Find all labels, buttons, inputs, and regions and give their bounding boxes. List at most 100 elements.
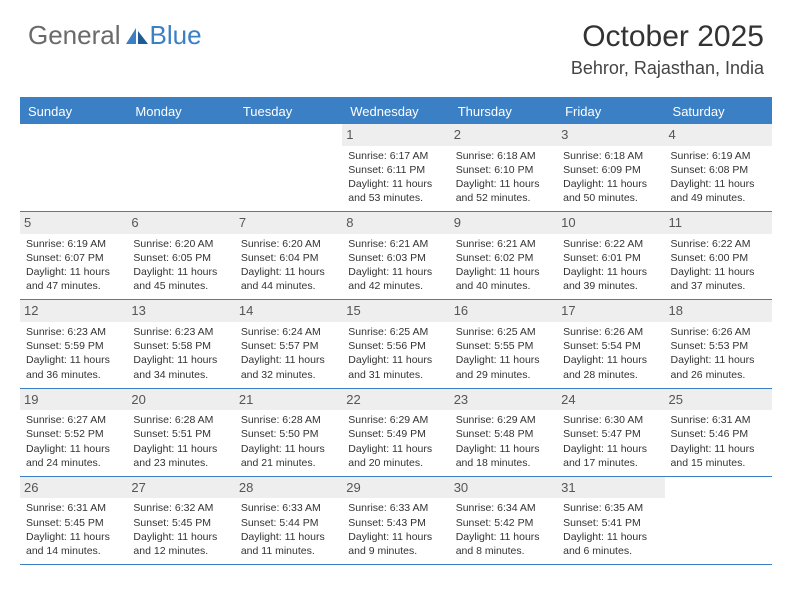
day-detail-line: Daylight: 11 hours (348, 530, 443, 544)
day-detail-line: Daylight: 11 hours (671, 353, 766, 367)
week-row: 19Sunrise: 6:27 AMSunset: 5:52 PMDayligh… (20, 389, 772, 477)
day-detail-line: Daylight: 11 hours (563, 353, 658, 367)
day-cell: 23Sunrise: 6:29 AMSunset: 5:48 PMDayligh… (450, 389, 557, 476)
day-detail-line: Sunrise: 6:17 AM (348, 149, 443, 163)
day-detail-line: and 44 minutes. (241, 279, 336, 293)
day-detail-line: Daylight: 11 hours (133, 442, 228, 456)
day-detail-line: Sunrise: 6:18 AM (563, 149, 658, 163)
weekday-header: Friday (557, 99, 664, 124)
day-number: 4 (665, 124, 772, 146)
day-number: 11 (665, 212, 772, 234)
day-cell: 22Sunrise: 6:29 AMSunset: 5:49 PMDayligh… (342, 389, 449, 476)
day-detail-line: Sunrise: 6:25 AM (348, 325, 443, 339)
day-detail-line: Daylight: 11 hours (348, 353, 443, 367)
day-cell: 5Sunrise: 6:19 AMSunset: 6:07 PMDaylight… (20, 212, 127, 299)
day-detail-line: Sunrise: 6:28 AM (241, 413, 336, 427)
day-detail-line: Sunset: 5:58 PM (133, 339, 228, 353)
day-number: 25 (665, 389, 772, 411)
day-cell-empty: . (127, 124, 234, 211)
day-cell: 26Sunrise: 6:31 AMSunset: 5:45 PMDayligh… (20, 477, 127, 564)
day-number: 3 (557, 124, 664, 146)
day-cell: 16Sunrise: 6:25 AMSunset: 5:55 PMDayligh… (450, 300, 557, 387)
day-detail-line: and 50 minutes. (563, 191, 658, 205)
day-detail-line: Sunrise: 6:25 AM (456, 325, 551, 339)
day-detail-line: Sunset: 5:59 PM (26, 339, 121, 353)
day-cell: 6Sunrise: 6:20 AMSunset: 6:05 PMDaylight… (127, 212, 234, 299)
day-number: 13 (127, 300, 234, 322)
day-detail-line: Sunrise: 6:19 AM (671, 149, 766, 163)
title-block: October 2025 Behror, Rajasthan, India (571, 20, 764, 79)
day-number: 22 (342, 389, 449, 411)
day-number: 20 (127, 389, 234, 411)
day-number: 6 (127, 212, 234, 234)
day-cell: 25Sunrise: 6:31 AMSunset: 5:46 PMDayligh… (665, 389, 772, 476)
day-detail-line: Sunset: 6:08 PM (671, 163, 766, 177)
day-cell: 1Sunrise: 6:17 AMSunset: 6:11 PMDaylight… (342, 124, 449, 211)
day-detail-line: Sunrise: 6:21 AM (348, 237, 443, 251)
day-cell: 19Sunrise: 6:27 AMSunset: 5:52 PMDayligh… (20, 389, 127, 476)
day-detail-line: Sunset: 6:04 PM (241, 251, 336, 265)
day-detail-line: Daylight: 11 hours (133, 530, 228, 544)
day-cell: 13Sunrise: 6:23 AMSunset: 5:58 PMDayligh… (127, 300, 234, 387)
day-number: 7 (235, 212, 342, 234)
day-detail-line: Daylight: 11 hours (671, 265, 766, 279)
day-detail-line: Sunset: 5:46 PM (671, 427, 766, 441)
day-detail-line: Daylight: 11 hours (563, 442, 658, 456)
day-cell: 20Sunrise: 6:28 AMSunset: 5:51 PMDayligh… (127, 389, 234, 476)
day-cell: 12Sunrise: 6:23 AMSunset: 5:59 PMDayligh… (20, 300, 127, 387)
day-detail-line: and 45 minutes. (133, 279, 228, 293)
day-cell: 8Sunrise: 6:21 AMSunset: 6:03 PMDaylight… (342, 212, 449, 299)
day-detail-line: and 6 minutes. (563, 544, 658, 558)
day-number: 16 (450, 300, 557, 322)
weekday-header: Saturday (665, 99, 772, 124)
day-detail-line: Sunset: 5:50 PM (241, 427, 336, 441)
day-detail-line: and 32 minutes. (241, 368, 336, 382)
day-detail-line: Sunrise: 6:26 AM (671, 325, 766, 339)
day-detail-line: Sunset: 6:11 PM (348, 163, 443, 177)
weekday-header: Wednesday (342, 99, 449, 124)
day-detail-line: and 18 minutes. (456, 456, 551, 470)
week-row: 5Sunrise: 6:19 AMSunset: 6:07 PMDaylight… (20, 212, 772, 300)
day-cell: 4Sunrise: 6:19 AMSunset: 6:08 PMDaylight… (665, 124, 772, 211)
day-detail-line: and 31 minutes. (348, 368, 443, 382)
day-detail-line: Daylight: 11 hours (456, 177, 551, 191)
week-row: 26Sunrise: 6:31 AMSunset: 5:45 PMDayligh… (20, 477, 772, 565)
day-detail-line: and 15 minutes. (671, 456, 766, 470)
day-number: 21 (235, 389, 342, 411)
day-number: 15 (342, 300, 449, 322)
day-detail-line: Daylight: 11 hours (348, 177, 443, 191)
weeks-container: ...1Sunrise: 6:17 AMSunset: 6:11 PMDayli… (20, 124, 772, 565)
day-cell: 14Sunrise: 6:24 AMSunset: 5:57 PMDayligh… (235, 300, 342, 387)
day-detail-line: and 9 minutes. (348, 544, 443, 558)
day-detail-line: Sunrise: 6:29 AM (348, 413, 443, 427)
day-detail-line: and 24 minutes. (26, 456, 121, 470)
month-title: October 2025 (571, 20, 764, 54)
day-cell: 11Sunrise: 6:22 AMSunset: 6:00 PMDayligh… (665, 212, 772, 299)
day-detail-line: Sunset: 6:09 PM (563, 163, 658, 177)
day-detail-line: Sunset: 5:51 PM (133, 427, 228, 441)
day-detail-line: Sunrise: 6:19 AM (26, 237, 121, 251)
weekday-header: Monday (127, 99, 234, 124)
day-detail-line: Sunset: 6:10 PM (456, 163, 551, 177)
day-cell: 9Sunrise: 6:21 AMSunset: 6:02 PMDaylight… (450, 212, 557, 299)
day-detail-line: and 21 minutes. (241, 456, 336, 470)
day-detail-line: Sunrise: 6:22 AM (671, 237, 766, 251)
day-detail-line: Sunset: 6:03 PM (348, 251, 443, 265)
day-detail-line: Sunset: 5:42 PM (456, 516, 551, 530)
week-row: ...1Sunrise: 6:17 AMSunset: 6:11 PMDayli… (20, 124, 772, 212)
day-detail-line: and 20 minutes. (348, 456, 443, 470)
day-detail-line: and 23 minutes. (133, 456, 228, 470)
day-detail-line: Sunrise: 6:20 AM (241, 237, 336, 251)
day-detail-line: Sunset: 5:52 PM (26, 427, 121, 441)
day-detail-line: and 39 minutes. (563, 279, 658, 293)
day-detail-line: and 34 minutes. (133, 368, 228, 382)
day-cell: 31Sunrise: 6:35 AMSunset: 5:41 PMDayligh… (557, 477, 664, 564)
day-number: 28 (235, 477, 342, 499)
day-detail-line: and 17 minutes. (563, 456, 658, 470)
day-detail-line: Daylight: 11 hours (348, 442, 443, 456)
day-detail-line: and 28 minutes. (563, 368, 658, 382)
day-detail-line: and 47 minutes. (26, 279, 121, 293)
day-number: 2 (450, 124, 557, 146)
day-detail-line: Daylight: 11 hours (241, 442, 336, 456)
day-detail-line: Sunrise: 6:33 AM (241, 501, 336, 515)
